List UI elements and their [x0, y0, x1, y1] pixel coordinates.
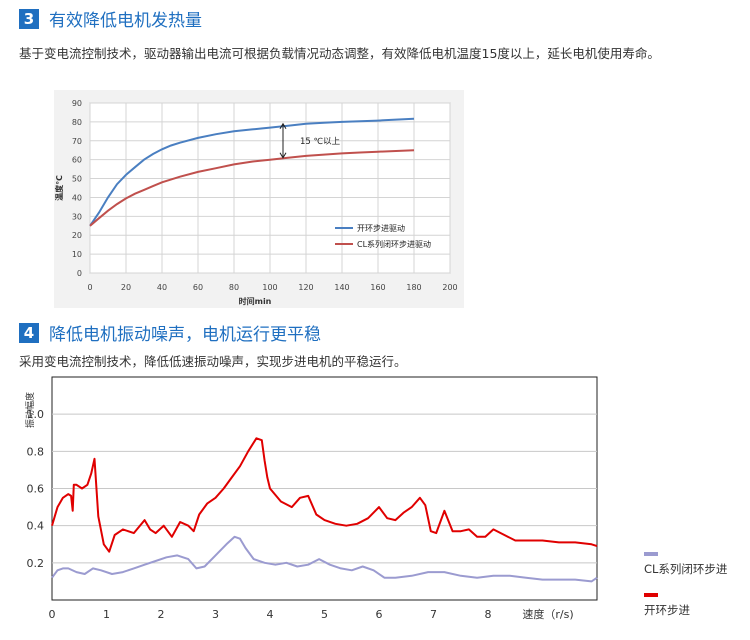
x-tick-label: 180 [406, 283, 421, 292]
series-line-0 [89, 117, 415, 227]
x-tick-label: 160 [370, 283, 385, 292]
x-tick-label: 120 [298, 283, 313, 292]
x-tick-label: 8 [485, 608, 492, 621]
annotation-arrow-head-bottom [279, 152, 287, 159]
section-4-number: 4 [19, 322, 39, 343]
section-3-title: 有效降低电机发热量 [49, 11, 202, 31]
section-4-header: 4 降低电机振动噪声，电机运行更平稳 [19, 320, 321, 345]
legend-label-1: CL系列闭环步进驱动 [357, 239, 431, 249]
y-axis-label: 温度℃ [54, 175, 64, 201]
legend-label-1: 开环步进 [644, 603, 690, 617]
series-line-1 [51, 437, 598, 553]
x-tick-label: 5 [321, 608, 328, 621]
x-tick-label: 2 [158, 608, 165, 621]
series-line-1 [89, 149, 415, 227]
x-tick-label: 0 [49, 608, 56, 621]
y-tick-label: 0 [77, 269, 82, 278]
x-tick-label: 140 [334, 283, 349, 292]
annotation-label: 15 ℃以上 [300, 137, 341, 147]
y-tick-label: 0.8 [27, 445, 45, 458]
y-tick-label: 30 [72, 212, 82, 221]
section-4-description: 采用变电流控制技术，降低低速振动噪声，实现步进电机的平稳运行。 [19, 354, 407, 369]
x-tick-label: 100 [262, 283, 277, 292]
x-tick-label: 40 [157, 283, 167, 292]
x-tick-label: 6 [376, 608, 383, 621]
section-4-title: 降低电机振动噪声，电机运行更平稳 [49, 325, 321, 345]
x-tick-label: 1 [103, 608, 110, 621]
x-tick-label: 80 [229, 283, 239, 292]
x-tick-label: 20 [121, 283, 131, 292]
x-tick-label: 7 [430, 608, 437, 621]
series-line-0 [51, 535, 598, 583]
y-tick-label: 40 [72, 193, 82, 202]
y-axis-label: 振动幅度 [24, 392, 36, 428]
x-axis-label: 速度（r/s) [522, 607, 573, 621]
y-tick-label: 0.6 [27, 483, 45, 496]
y-tick-label: 50 [72, 175, 82, 184]
x-tick-label: 0 [87, 283, 92, 292]
y-tick-label: 80 [72, 118, 82, 127]
y-tick-label: 0.2 [27, 557, 45, 570]
legend-label-0: CL系列闭环步进 [644, 562, 728, 576]
x-tick-label: 3 [212, 608, 219, 621]
x-axis-label: 时间min [239, 296, 272, 306]
x-tick-label: 60 [193, 283, 203, 292]
section-3-header: 3 有效降低电机发热量 [19, 6, 202, 31]
section-3-number: 3 [19, 8, 39, 29]
annotation-arrow-head-top [279, 122, 287, 130]
y-tick-label: 60 [72, 156, 82, 165]
y-tick-label: 90 [72, 99, 82, 108]
x-tick-label: 4 [267, 608, 274, 621]
y-tick-label: 70 [72, 137, 82, 146]
legend-label-0: 开环步进驱动 [357, 223, 405, 233]
y-tick-label: 10 [72, 250, 82, 259]
y-tick-label: 0.4 [27, 520, 45, 533]
section-3-description: 基于变电流控制技术，驱动器输出电流可根据负载情况动态调整，有效降低电机温度15度… [19, 46, 660, 61]
x-tick-label: 200 [442, 283, 457, 292]
y-tick-label: 1.0 [27, 408, 45, 421]
y-tick-label: 20 [72, 231, 82, 240]
